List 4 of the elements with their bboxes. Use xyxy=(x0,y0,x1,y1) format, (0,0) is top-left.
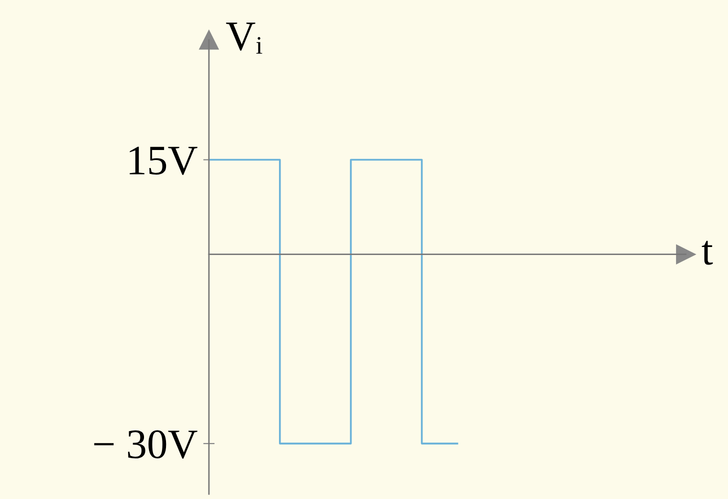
y-axis-title: Vᵢ xyxy=(226,22,262,54)
text: t xyxy=(702,240,713,265)
y-tick-label: 15V xyxy=(130,146,198,175)
y-tick-label: − 30V xyxy=(94,430,198,459)
